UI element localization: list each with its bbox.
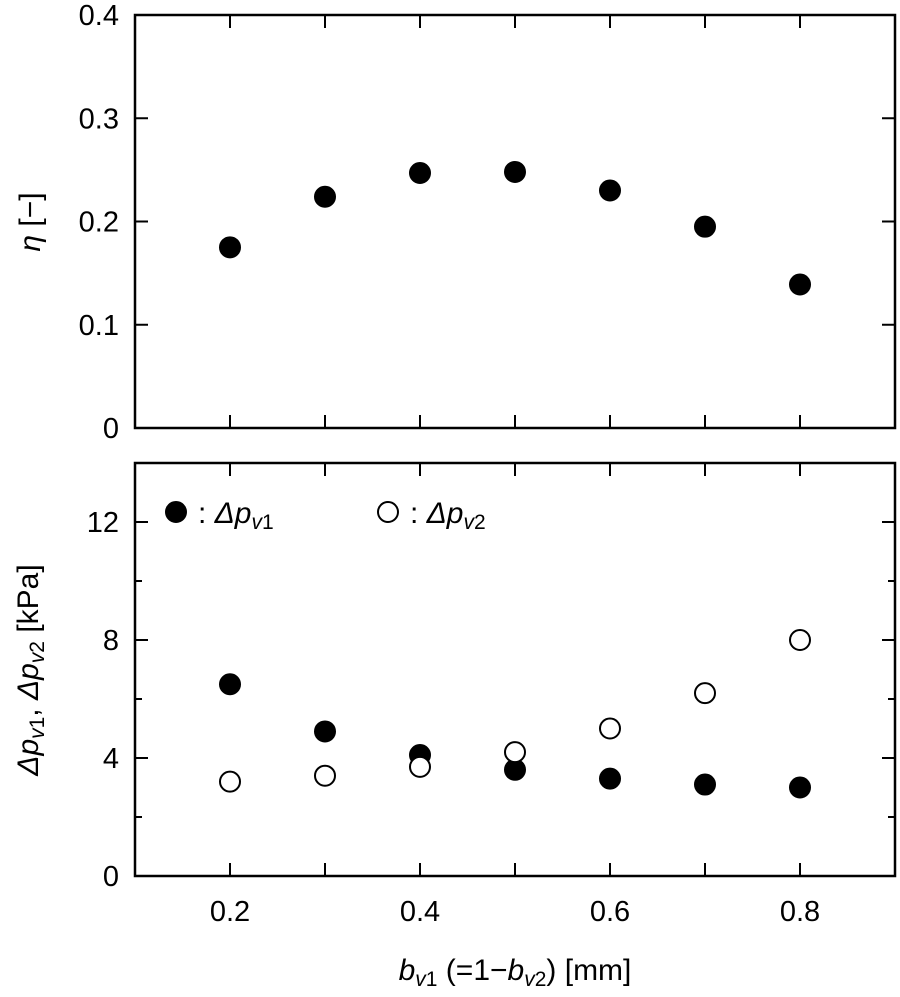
efficiency-panel: 0 0.1 0.2 0.3 0.4 η [−] [14,0,897,445]
legend: : Δpv1 : Δpv2 [165,497,486,534]
x-tick-label: 0.8 [780,896,820,928]
eta-point [409,161,431,184]
dpv2-point [314,764,336,787]
y-tick-label: 0.4 [79,0,119,32]
top-ticks: 0 0.1 0.2 0.3 0.4 [79,0,895,445]
y-tick-label: 4 [103,743,119,775]
dpv1-point [599,767,621,790]
legend-marker-dpv1 [165,501,187,523]
legend-label-dpv2: : Δpv2 [410,497,486,534]
y-tick-label: 0.2 [79,207,119,239]
bottom-y-axis-label: Δpv1, Δpv2 [kPa] [12,564,49,776]
legend-label-dpv1: : Δpv1 [198,497,274,534]
dpv1-point [314,720,336,743]
y-tick-label: 12 [87,507,119,539]
dpv2-point [409,755,431,778]
y-tick-label: 8 [103,625,119,657]
x-tick-label: 0.6 [590,896,630,928]
y-tick-label: 0.3 [79,103,119,135]
y-tick-label: 0 [103,413,119,445]
eta-point [789,273,811,296]
dpv1-point [219,673,241,696]
dpv1-point [694,773,716,796]
dpv2-point [219,770,241,793]
x-tick-label: 0.4 [400,896,440,928]
dpv2-point [694,682,716,705]
eta-point [504,160,526,183]
top-y-axis-label: η [−] [14,192,47,251]
eta-point [599,179,621,202]
top-points [219,160,811,296]
dpv1-point [789,776,811,799]
legend-marker-dpv2 [377,501,399,523]
dpv2-point [599,717,621,740]
eta-point [314,185,336,208]
eta-point [694,215,716,238]
eta-point [219,236,241,259]
dpv2-point [504,741,526,764]
bottom-points [219,629,811,799]
top-plot-frame [133,13,897,430]
y-tick-label: 0.1 [79,310,119,342]
pressure-panel: 0.2 0.4 0.6 0.8 0 4 8 12 : Δpv1 : Δpv2 Δpv1, Δp… [12,461,897,991]
dpv2-point [789,629,811,651]
x-tick-label: 0.2 [210,896,250,928]
x-axis-label: bv1 (=1−bv2) [mm] [399,954,632,991]
bottom-ticks: 0.2 0.4 0.6 0.8 0 4 8 12 [87,463,895,928]
y-tick-label: 0 [103,861,119,893]
